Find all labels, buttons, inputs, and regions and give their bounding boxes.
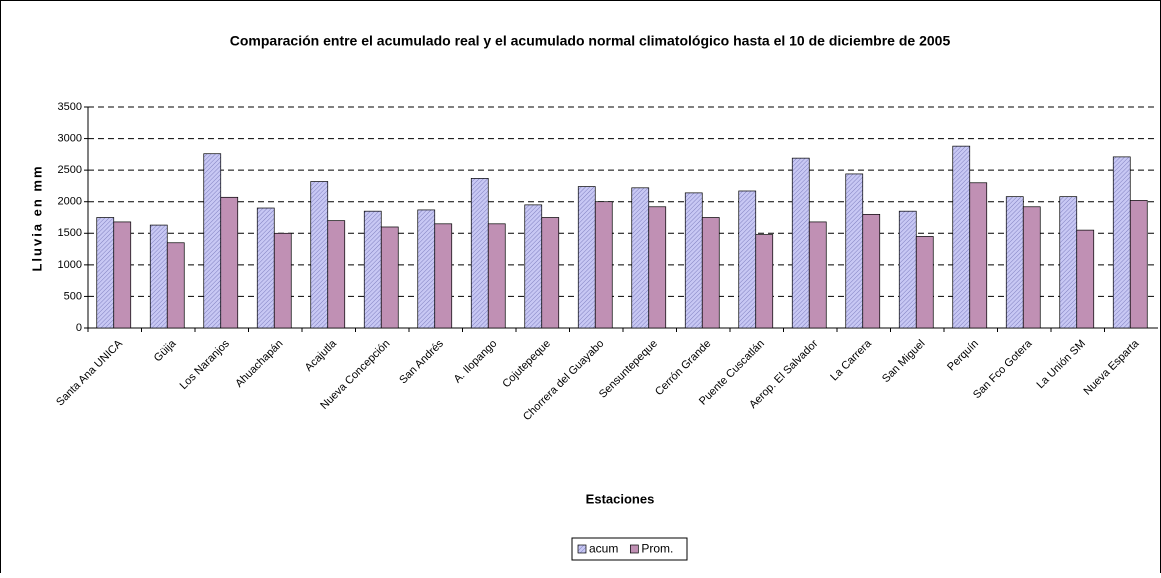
- bar: [631, 187, 650, 329]
- bar: [1059, 196, 1078, 329]
- y-tick-label: 3500: [58, 101, 82, 113]
- bar: [310, 181, 329, 329]
- bar: [434, 223, 453, 329]
- bar: [684, 192, 703, 329]
- y-tick-label: 3000: [58, 132, 82, 144]
- bar: [648, 206, 667, 329]
- bar: [1112, 156, 1131, 329]
- y-tick-label: 2500: [58, 164, 82, 176]
- bar: [898, 210, 917, 329]
- bar: [273, 232, 292, 329]
- bar: [594, 201, 613, 329]
- bar: [256, 207, 275, 329]
- bar: [969, 182, 988, 329]
- bar: [327, 220, 346, 329]
- bar: [755, 234, 774, 329]
- bar: [577, 186, 596, 329]
- legend-label: acum: [589, 542, 618, 556]
- bar: [470, 178, 489, 329]
- bar: [701, 217, 720, 329]
- bar: [203, 153, 222, 329]
- legend-swatch: [629, 544, 639, 554]
- y-axis-title: Lluvia en mm: [29, 164, 44, 271]
- bar: [1076, 229, 1095, 329]
- bar: [149, 224, 168, 329]
- legend-frame: [571, 537, 688, 561]
- bar: [487, 223, 506, 329]
- bar: [845, 173, 864, 329]
- bar: [1022, 206, 1041, 329]
- y-tick-label: 0: [76, 322, 82, 334]
- bar: [113, 221, 132, 329]
- bar: [808, 221, 827, 329]
- bar: [541, 217, 560, 329]
- bar: [166, 242, 185, 329]
- bar: [915, 236, 934, 329]
- bar: [417, 209, 436, 329]
- bar: [524, 204, 543, 329]
- legend-swatch: [577, 544, 587, 554]
- bar: [862, 213, 881, 329]
- bar: [363, 210, 382, 329]
- y-tick-label: 1500: [58, 227, 82, 239]
- chart-title: Comparación entre el acumulado real y el…: [230, 33, 951, 49]
- bar: [380, 226, 399, 329]
- bar: [952, 145, 971, 329]
- y-tick-label: 2000: [58, 196, 82, 208]
- bar: [791, 157, 810, 329]
- bar: [220, 196, 239, 329]
- bar: [738, 190, 757, 329]
- x-axis-title: Estaciones: [586, 491, 655, 506]
- legend-label: Prom.: [641, 542, 673, 556]
- bar: [1129, 200, 1148, 329]
- bar: [96, 217, 115, 329]
- bar: [1005, 196, 1024, 329]
- y-tick-label: 500: [64, 290, 82, 302]
- y-tick-label: 1000: [58, 259, 82, 271]
- legend: acum Prom.: [571, 537, 688, 561]
